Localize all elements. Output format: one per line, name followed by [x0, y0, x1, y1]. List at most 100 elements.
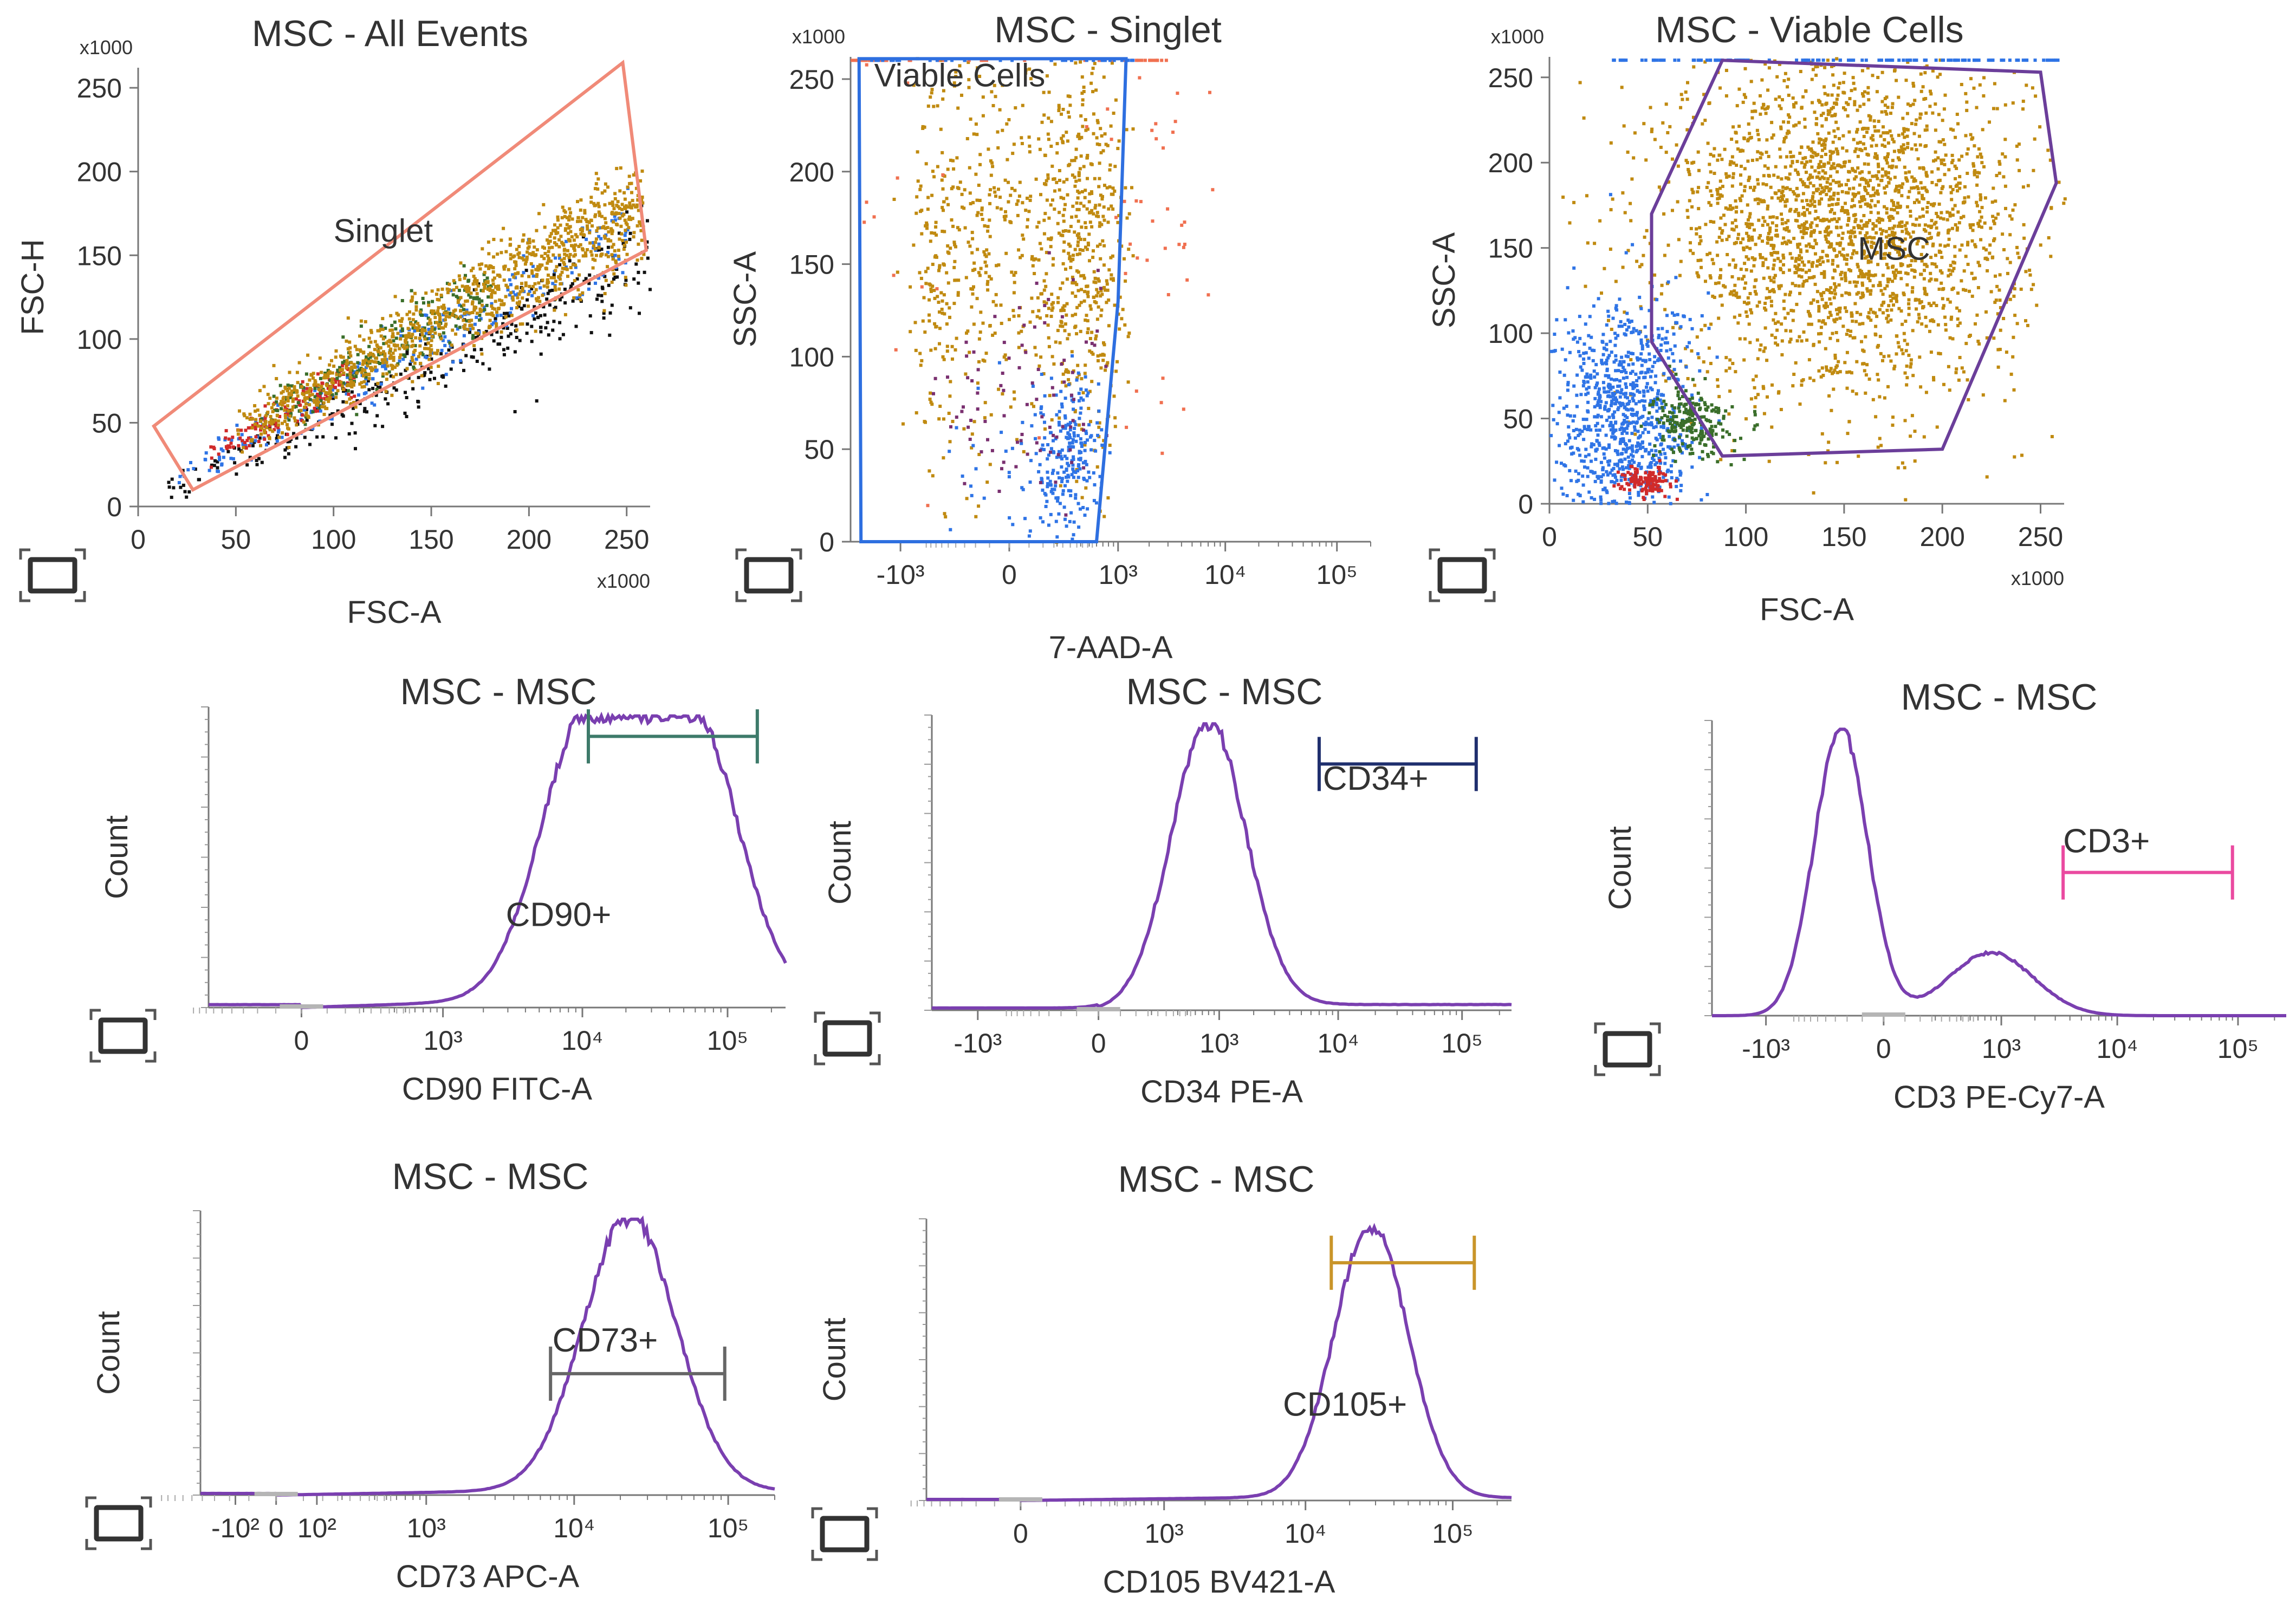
- event-dot: [1099, 366, 1103, 370]
- event-dot: [1067, 383, 1071, 387]
- event-dot: [1104, 365, 1108, 368]
- event-dot: [411, 295, 414, 299]
- event-dot: [1182, 407, 1185, 411]
- event-dot: [631, 199, 634, 203]
- event-dot: [1914, 259, 1917, 263]
- event-dot: [504, 295, 508, 298]
- event-dot: [1047, 138, 1050, 141]
- event-dot: [455, 285, 458, 289]
- event-dot: [355, 371, 359, 375]
- event-dot: [594, 237, 598, 241]
- event-dot: [1977, 224, 1981, 228]
- event-dot: [1792, 105, 1796, 109]
- event-dot: [1875, 251, 1879, 255]
- event-dot: [517, 293, 521, 296]
- event-dot: [1010, 270, 1014, 274]
- event-dot: [463, 276, 466, 280]
- event-dot: [930, 402, 934, 406]
- event-dot: [405, 345, 409, 349]
- event-dot: [1109, 124, 1113, 128]
- event-dot: [521, 322, 524, 326]
- expand-icon[interactable]: [19, 548, 86, 602]
- event-dot: [416, 328, 419, 332]
- event-dot: [1079, 396, 1083, 400]
- event-dot: [1780, 339, 1784, 343]
- event-dot: [528, 237, 531, 241]
- event-dot: [971, 444, 975, 447]
- event-dot: [1085, 248, 1089, 251]
- event-dot: [459, 309, 463, 313]
- event-dot: [359, 324, 363, 328]
- event-dot: [1057, 109, 1061, 112]
- event-dot: [287, 446, 291, 449]
- event-dot: [1002, 388, 1006, 392]
- event-dot: [971, 201, 975, 205]
- event-dot: [1096, 291, 1100, 295]
- event-dot: [321, 435, 325, 439]
- event-dot: [1846, 223, 1850, 227]
- event-dot: [583, 211, 587, 215]
- event-dot: [1865, 221, 1869, 225]
- event-dot: [392, 359, 395, 362]
- event-dot: [1003, 178, 1007, 182]
- event-dot: [595, 246, 599, 250]
- event-dot: [1977, 342, 1981, 346]
- event-dot: [1928, 329, 1931, 333]
- event-dot: [1094, 281, 1098, 284]
- event-dot: [360, 371, 364, 374]
- event-dot: [1045, 251, 1048, 255]
- event-dot: [514, 272, 517, 276]
- event-dot: [1091, 90, 1095, 94]
- event-dot: [548, 303, 552, 307]
- event-dot: [1029, 77, 1033, 81]
- event-dot: [1822, 272, 1826, 276]
- x-tick-label: 10⁵: [1316, 560, 1358, 590]
- event-dot: [1071, 204, 1075, 208]
- event-dot: [374, 393, 378, 397]
- event-dot: [924, 420, 927, 424]
- event-dot: [1642, 254, 1645, 257]
- event-dot: [1873, 129, 1877, 133]
- event-dot: [1059, 389, 1063, 393]
- event-dot: [1079, 202, 1082, 205]
- event-dot: [1913, 99, 1917, 102]
- event-dot: [320, 371, 323, 374]
- event-dot: [976, 211, 980, 215]
- event-dot: [865, 200, 868, 204]
- event-dot: [392, 339, 395, 343]
- event-dot: [449, 367, 453, 371]
- event-dot: [313, 395, 317, 399]
- event-dot: [449, 312, 452, 316]
- event-dot: [1851, 168, 1855, 172]
- event-dot: [1031, 264, 1035, 268]
- event-dot: [1919, 89, 1923, 93]
- event-dot: [1829, 230, 1833, 234]
- event-dot: [1858, 200, 1862, 204]
- event-dot: [1864, 179, 1868, 183]
- y-tick-label: 200: [77, 157, 122, 187]
- event-dot: [1826, 233, 1830, 237]
- event-dot: [1918, 215, 1922, 219]
- event-dot: [589, 218, 593, 222]
- event-dot: [347, 367, 350, 371]
- x-tick-label: 200: [1919, 522, 1964, 552]
- event-dot: [1886, 155, 1889, 159]
- event-dot: [493, 291, 497, 295]
- event-dot: [1678, 274, 1682, 277]
- event-dot: [1930, 181, 1934, 184]
- event-dot: [954, 70, 958, 74]
- event-dot: [1737, 277, 1741, 281]
- event-dot: [1982, 94, 1986, 98]
- event-dot: [1976, 155, 1980, 159]
- event-dot: [325, 383, 328, 387]
- event-dot: [619, 224, 623, 228]
- event-dot: [308, 393, 312, 397]
- event-dot: [554, 288, 557, 292]
- event-dot: [602, 316, 606, 320]
- event-dot: [367, 388, 371, 392]
- event-dot: [924, 162, 928, 166]
- expand-icon[interactable]: [735, 548, 802, 602]
- event-dot: [325, 376, 328, 380]
- event-dot: [1079, 329, 1082, 333]
- event-dot: [1780, 195, 1783, 199]
